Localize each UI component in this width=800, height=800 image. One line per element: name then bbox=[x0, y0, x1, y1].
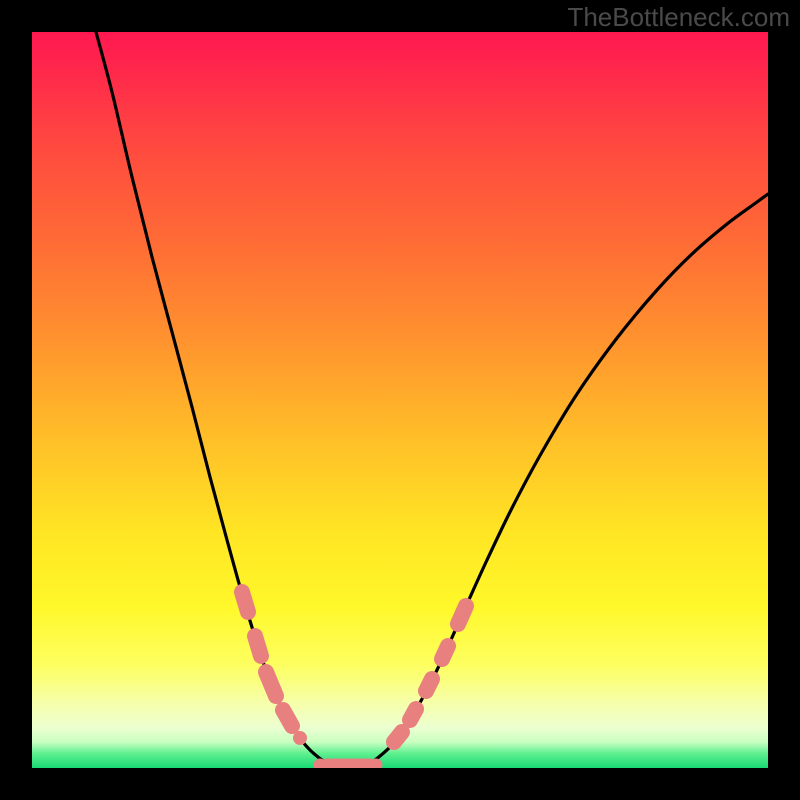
plot-svg bbox=[32, 32, 768, 768]
chart-container: TheBottleneck.com bbox=[0, 0, 800, 800]
watermark-text: TheBottleneck.com bbox=[567, 2, 790, 33]
bottom-marker-band bbox=[320, 759, 376, 769]
gradient-background bbox=[32, 32, 768, 768]
plot-area bbox=[32, 32, 768, 768]
